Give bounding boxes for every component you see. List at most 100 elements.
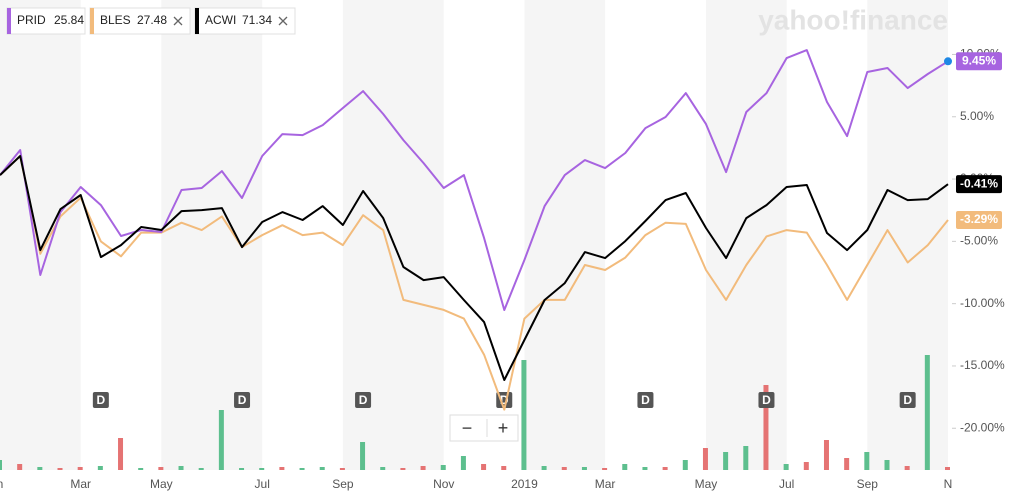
volume-bar	[178, 466, 184, 470]
volume-bar	[602, 468, 608, 470]
dividend-label: D	[97, 393, 106, 407]
watermark: yahoo!finance	[758, 4, 948, 35]
volume-bar	[561, 467, 567, 470]
volume-bar	[400, 468, 406, 470]
volume-bar	[501, 466, 507, 470]
last-point	[944, 57, 952, 66]
legend-close[interactable]	[173, 16, 183, 26]
legend-close[interactable]	[278, 16, 288, 26]
month-band	[342, 0, 444, 470]
volume-bar	[723, 452, 729, 470]
month-band	[705, 0, 787, 470]
zoom-controls: − +	[449, 414, 519, 442]
dividend-label: D	[238, 393, 247, 407]
x-tick-label: n	[0, 477, 3, 491]
x-tick-label: 2019	[511, 477, 538, 491]
zoom-out[interactable]: −	[462, 418, 473, 438]
y-tick-label: -15.00%	[960, 358, 1005, 372]
x-tick-label: Sep	[857, 477, 879, 491]
legend-chip[interactable]: PRID 25.84	[6, 7, 86, 35]
legend-chip[interactable]: ACWI 71.34	[194, 7, 296, 35]
month-band	[0, 0, 81, 470]
volume-bar	[521, 360, 527, 470]
volume-bar	[803, 462, 809, 470]
volume-bar	[198, 468, 204, 470]
volume-bar	[279, 467, 285, 470]
volume-bar	[380, 467, 386, 470]
x-tick-label: Jul	[255, 477, 270, 491]
legend-chip[interactable]: BLES 27.48	[89, 7, 191, 35]
legend-price: 25.84	[54, 13, 84, 27]
volume-bar	[0, 460, 2, 470]
legend-swatch	[7, 8, 11, 34]
series-line	[0, 155, 949, 381]
end-label-box	[956, 175, 1002, 194]
volume-bar	[783, 464, 789, 470]
volume-bar	[702, 448, 708, 470]
volume-bar	[17, 464, 23, 470]
volume-bar	[662, 467, 668, 470]
zoom-box	[449, 414, 519, 442]
legend-price: 71.34	[242, 13, 272, 27]
dividend-box	[637, 392, 654, 408]
volume-bar	[420, 466, 426, 470]
dividend-box	[355, 392, 372, 408]
legend-name: BLES	[100, 13, 131, 27]
y-tick-label: -20.00%	[960, 420, 1005, 434]
volume-bar	[158, 467, 164, 470]
dividend-box	[234, 392, 251, 408]
dividend-box	[899, 392, 916, 408]
volume-bar	[360, 442, 366, 470]
volume-bar	[541, 466, 547, 470]
volume-bar	[682, 460, 688, 470]
volume-bar	[440, 465, 446, 470]
x-tick-label: May	[150, 477, 173, 491]
dividend-box	[758, 392, 775, 408]
dividend-label: D	[762, 393, 771, 407]
end-label-box	[956, 211, 1002, 230]
dividend-label: D	[359, 393, 368, 407]
end-label: 9.45%	[962, 53, 996, 67]
y-tick-label: 5.00%	[960, 109, 994, 123]
month-band	[524, 0, 606, 470]
x-tick-label: Mar	[595, 477, 616, 491]
volume-bar	[339, 468, 345, 470]
volume-bar	[97, 466, 103, 470]
volume-bar	[844, 458, 850, 470]
legend-box	[194, 7, 296, 35]
dividend-label: D	[500, 393, 509, 407]
series-line	[0, 49, 949, 311]
volume-bar	[299, 468, 305, 470]
x-tick-label: N	[944, 477, 953, 491]
x-tick-label: Jul	[779, 477, 794, 491]
y-tick-label: -10.00%	[960, 296, 1005, 310]
volume-bar	[763, 385, 769, 470]
legend-name: PRID	[17, 13, 46, 27]
volume-bar	[77, 467, 83, 470]
dividend-label: D	[641, 393, 650, 407]
volume-bar	[884, 460, 890, 470]
volume-bar	[581, 467, 587, 470]
volume-bar	[622, 464, 628, 470]
volume-bar	[218, 410, 224, 470]
volume-bar	[460, 456, 466, 470]
end-label-box	[956, 52, 1002, 71]
end-label: -0.41%	[960, 176, 998, 190]
zoom-in[interactable]: +	[498, 418, 509, 438]
volume-bar	[239, 468, 245, 470]
legend-swatch	[90, 8, 94, 34]
volume-bar	[642, 467, 648, 470]
volume-bar	[945, 467, 950, 470]
volume-bar	[259, 468, 265, 470]
volume-bar	[37, 467, 43, 470]
x-tick-label: Sep	[332, 477, 354, 491]
series-line	[0, 155, 949, 411]
legend-name: ACWI	[205, 13, 236, 27]
volume-bar	[118, 438, 124, 470]
y-tick-label: -5.00%	[960, 234, 998, 248]
volume-bar	[743, 446, 749, 470]
volume-bar	[138, 468, 144, 470]
